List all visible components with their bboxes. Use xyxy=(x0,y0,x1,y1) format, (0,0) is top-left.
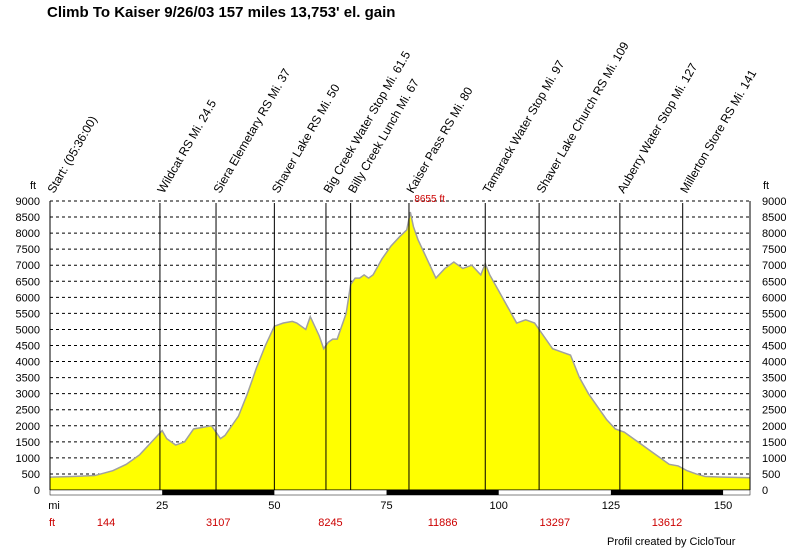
cumulative-unit-label: ft xyxy=(49,517,55,529)
y-tick-label-left: 6500 xyxy=(16,276,40,288)
y-tick-label-right: 5000 xyxy=(762,324,786,336)
distance-bar-segment xyxy=(386,490,499,495)
cumulative-gain-label: 3107 xyxy=(206,517,230,529)
y-tick-label-left: 4500 xyxy=(16,341,40,353)
y-tick-label-left: 1000 xyxy=(16,453,40,465)
y-tick-label-left: 500 xyxy=(22,469,40,481)
y-tick-label-right: 7000 xyxy=(762,260,786,272)
y-tick-label-right: 4000 xyxy=(762,357,786,369)
x-tick-label: 125 xyxy=(602,500,620,512)
y-tick-label-right: 7500 xyxy=(762,244,786,256)
cumulative-gain-label: 8245 xyxy=(318,517,342,529)
y-tick-label-right: 6500 xyxy=(762,276,786,288)
x-unit-label: mi xyxy=(48,500,60,512)
y-tick-label-right: 4500 xyxy=(762,341,786,353)
y-tick-label-right: 3500 xyxy=(762,373,786,385)
marker-label: Kaiser Pass RS Mi. 80 xyxy=(403,84,475,195)
y-tick-label-left: 8000 xyxy=(16,228,40,240)
marker-label: Shaver Lake Church RS Mi. 109 xyxy=(534,39,632,195)
y-tick-label-right: 9000 xyxy=(762,196,786,208)
marker-label: Start: (05:36:00) xyxy=(44,113,99,195)
cumulative-gain-label: 13297 xyxy=(540,517,571,529)
y-unit-label-left: ft xyxy=(30,180,36,192)
y-tick-label-left: 6000 xyxy=(16,292,40,304)
y-tick-label-left: 2500 xyxy=(16,405,40,417)
y-tick-label-right: 8000 xyxy=(762,228,786,240)
x-tick-label: 50 xyxy=(268,500,280,512)
y-tick-label-left: 3000 xyxy=(16,389,40,401)
x-tick-label: 150 xyxy=(714,500,732,512)
y-tick-label-right: 8500 xyxy=(762,212,786,224)
elevation-area xyxy=(50,212,750,490)
y-tick-label-left: 3500 xyxy=(16,373,40,385)
y-tick-label-right: 1000 xyxy=(762,453,786,465)
y-tick-label-left: 4000 xyxy=(16,357,40,369)
y-tick-label-left: 5000 xyxy=(16,324,40,336)
y-tick-label-left: 5500 xyxy=(16,308,40,320)
cumulative-gain-label: 11886 xyxy=(428,517,458,529)
y-tick-label-left: 9000 xyxy=(16,196,40,208)
x-tick-label: 75 xyxy=(380,500,392,512)
marker-label: Wildcat RS Mi. 24.5 xyxy=(154,97,219,196)
max-elevation-label: 8655 ft xyxy=(414,194,445,205)
y-tick-label-left: 2000 xyxy=(16,421,40,433)
y-tick-label-right: 3000 xyxy=(762,389,786,401)
y-tick-label-left: 7000 xyxy=(16,260,40,272)
cumulative-gain-label: 13612 xyxy=(652,517,683,529)
y-tick-label-left: 8500 xyxy=(16,212,40,224)
cumulative-gain-label: 144 xyxy=(97,517,115,529)
distance-bar-segment xyxy=(162,490,275,495)
y-tick-label-right: 500 xyxy=(762,469,780,481)
elevation-line xyxy=(49,211,751,479)
chart-title: Climb To Kaiser 9/26/03 157 miles 13,753… xyxy=(47,4,396,21)
distance-bar-segment xyxy=(610,490,724,495)
y-tick-label-right: 0 xyxy=(762,485,768,497)
y-tick-label-right: 5500 xyxy=(762,308,786,320)
x-tick-label: 100 xyxy=(490,500,508,512)
y-tick-label-left: 0 xyxy=(34,485,40,497)
y-tick-label-left: 1500 xyxy=(16,437,40,449)
y-unit-label-right: ft xyxy=(763,180,769,192)
y-tick-label-right: 2500 xyxy=(762,405,786,417)
y-tick-label-left: 7500 xyxy=(16,244,40,256)
y-tick-label-right: 1500 xyxy=(762,437,786,449)
y-tick-label-right: 6000 xyxy=(762,292,786,304)
x-tick-label: 25 xyxy=(156,500,168,512)
y-tick-label-right: 2000 xyxy=(762,421,786,433)
credit-text: Profil created by CicloTour xyxy=(607,536,736,548)
